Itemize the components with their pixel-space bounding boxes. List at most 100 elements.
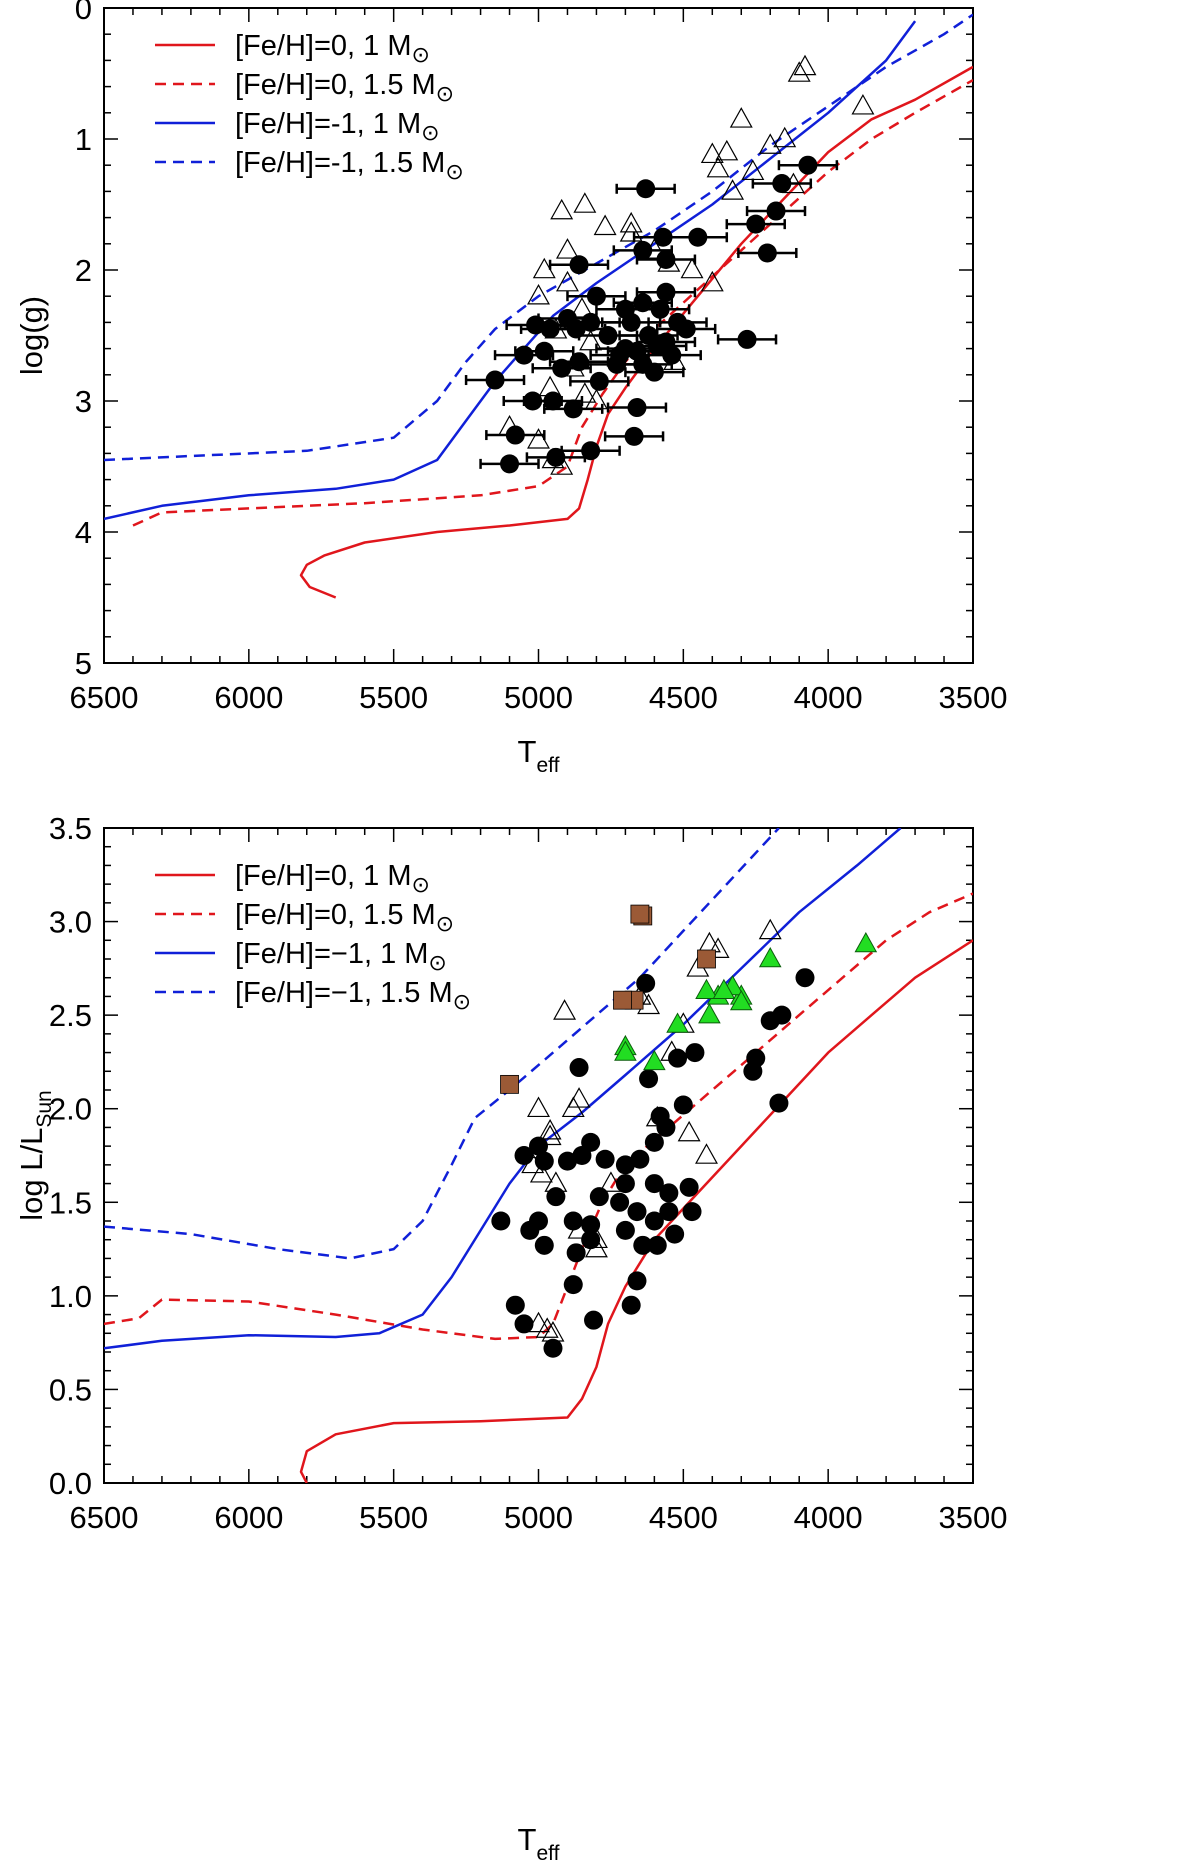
filled-circle-point (636, 973, 656, 993)
filled-circle-point (769, 1093, 789, 1113)
x-tick-label: 4000 (794, 680, 863, 715)
x-tick-label: 5000 (504, 1500, 573, 1535)
filled-circle-point (586, 286, 606, 306)
open-triangle-point (553, 999, 577, 1020)
open-triangle-point (593, 214, 617, 236)
filled-circle-point (529, 1136, 548, 1156)
brown-square-point (613, 990, 632, 1010)
x-axis-title-main: T (518, 734, 537, 769)
legend-label-text: [Fe/H]=0, 1.5 M (235, 899, 436, 931)
filled-circle-point (557, 1151, 577, 1171)
y-axis-title: log(g) (14, 296, 49, 375)
open-triangle-point (550, 198, 574, 220)
filled-circle-point (668, 1048, 688, 1068)
legend-label-1: [Fe/H]=0, 1 M⊙ (235, 30, 430, 67)
legend-label-1: [Fe/H]=0, 1 M⊙ (235, 860, 430, 897)
filled-circle-point (581, 312, 601, 332)
filled-circle-point (737, 329, 757, 349)
legend-label-2: [Fe/H]=0, 1.5 M⊙ (235, 69, 454, 106)
legend-sun-symbol: ⊙ (428, 950, 446, 975)
open-triangle-point (700, 142, 724, 164)
filled-circle-point (647, 1235, 667, 1255)
open-triangle-point (787, 61, 811, 82)
open-triangle-point (573, 382, 597, 403)
filled-circle-point (514, 1146, 534, 1165)
y-tick-label: 4 (75, 515, 92, 550)
panel-bottom-luminosity: 6500 6000 5500 5000 4500 4000 3500 0.0 0.5 1.0 1.5… (14, 811, 1007, 1865)
filled-circle-point (563, 1211, 583, 1231)
legend-sun-symbol: ⊙ (445, 159, 463, 184)
series-line-3 (104, 828, 902, 1350)
filled-circle-point (500, 454, 520, 474)
y-tick-label: 2.0 (49, 1092, 92, 1127)
filled-circle-point (552, 358, 572, 378)
filled-circle-point (676, 319, 696, 339)
legend-label-text: [Fe/H]=0, 1 M (235, 30, 411, 62)
legend-sun-symbol: ⊙ (411, 872, 429, 897)
filled-circle-point (688, 227, 708, 247)
series-line-4 (104, 13, 973, 462)
green-triangle-point (614, 1040, 637, 1061)
brown-square-point (697, 949, 716, 969)
open-triangle-point (700, 270, 724, 292)
open-triangle-point (697, 931, 721, 953)
y-axis-title: log L/LSun (14, 1090, 56, 1220)
open-triangle-point (773, 126, 797, 148)
y-tick-label: 3 (75, 384, 92, 419)
x-tick-label: 6000 (214, 680, 283, 715)
filled-circle-point (682, 1202, 702, 1222)
legend-label-text: [Fe/H]=-1, 1 M (235, 108, 421, 140)
filled-circle-point (598, 326, 618, 345)
filled-circle-point (746, 214, 766, 234)
green-triangle-point (643, 1049, 666, 1071)
legend-label-3: [Fe/H]=−1, 1 M⊙ (235, 938, 447, 975)
green-triangle-point (712, 978, 736, 1000)
filled-circle-point (491, 1211, 511, 1231)
plot-area (104, 13, 973, 599)
open-triangle-point (729, 107, 753, 128)
filled-circle-point (627, 1202, 647, 1222)
open-triangle-point (758, 918, 782, 940)
open-triangle-point (695, 1143, 718, 1164)
filled-circle-point (546, 447, 566, 467)
open-triangle-point (619, 221, 643, 242)
filled-circle-point (760, 1011, 780, 1031)
legend-label-text: [Fe/H]=−1, 1 M (235, 938, 428, 970)
legend-sun-symbol: ⊙ (436, 911, 454, 936)
filled-circle-point (798, 155, 818, 175)
filled-circle-point (621, 1295, 641, 1315)
x-tick-label: 4500 (649, 680, 718, 715)
y-tick-label: 3.0 (49, 905, 92, 940)
series-line-3 (104, 20, 917, 521)
open-triangle-point (555, 270, 579, 292)
plot-area (104, 828, 973, 1483)
brown-square-point (500, 1074, 519, 1094)
filled-circle-point (584, 1310, 604, 1330)
y-axis-title-main: log L/L (14, 1128, 49, 1221)
filled-circle-point (520, 1220, 540, 1240)
open-triangle-point (619, 211, 643, 233)
x-tick-label: 5500 (359, 1500, 428, 1535)
filled-circle-point (659, 1183, 679, 1203)
filled-circle-point (546, 1187, 566, 1207)
y-tick-label: 0.0 (49, 1466, 92, 1501)
filled-circle-point (569, 1058, 589, 1078)
y-tick-label: 3.5 (49, 811, 92, 846)
open-triangle-point (721, 179, 745, 200)
open-triangle-point (680, 257, 704, 279)
open-triangle-point (579, 329, 603, 351)
filled-circle-point (644, 1211, 664, 1231)
filled-circle-point (766, 201, 786, 221)
filled-circle-point (615, 1220, 635, 1240)
filled-circle-point (563, 1275, 583, 1295)
open-triangle-point (527, 428, 550, 449)
filled-circle-point (624, 426, 644, 446)
filled-circle-point (505, 1295, 525, 1315)
green-triangle-point (854, 932, 878, 953)
legend-label-text: [Fe/H]=-1, 1.5 M (235, 147, 445, 179)
filled-circle-point (543, 391, 563, 411)
legend-sun-symbol: ⊙ (421, 120, 439, 145)
open-triangle-point (567, 1087, 591, 1108)
green-triangle-point (758, 946, 782, 968)
